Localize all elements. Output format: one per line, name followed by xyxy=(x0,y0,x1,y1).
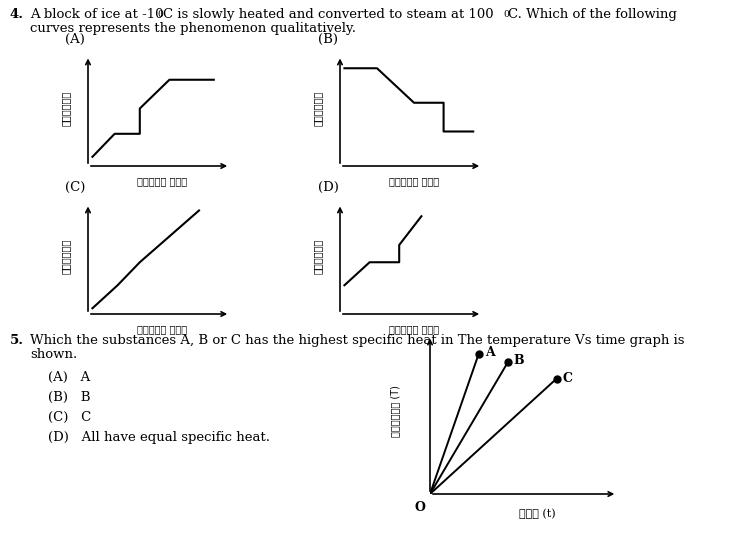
Text: તાપમાન: તાપમાન xyxy=(61,91,70,126)
Text: (D)   All have equal specific heat.: (D) All have equal specific heat. xyxy=(48,431,270,444)
Text: B: B xyxy=(514,354,525,367)
Text: C. Which of the following: C. Which of the following xyxy=(508,8,677,21)
Text: (D): (D) xyxy=(318,181,339,194)
Text: 4.: 4. xyxy=(10,8,24,21)
Text: (C)   C: (C) C xyxy=(48,411,91,424)
Text: (B): (B) xyxy=(318,33,338,46)
Text: તાપમાન (T): તાપમાન (T) xyxy=(390,385,400,438)
Text: O: O xyxy=(415,501,426,514)
Text: આપેલી ામા: આપેલી ામા xyxy=(137,324,187,334)
Text: curves represents the phenomenon qualitatively.: curves represents the phenomenon qualita… xyxy=(30,22,356,35)
Text: આપેલી ામા: આપેલી ામા xyxy=(137,176,187,186)
Text: (A)   A: (A) A xyxy=(48,371,91,384)
Text: C: C xyxy=(562,372,573,385)
Text: (A): (A) xyxy=(65,33,85,46)
Text: સમય (t): સમય (t) xyxy=(519,508,556,519)
Text: Which the substances A, B or C has the highest specific heat in The temperature : Which the substances A, B or C has the h… xyxy=(30,334,685,347)
Text: આપેલી ામા: આપેલી ામા xyxy=(389,176,439,186)
Text: (B)   B: (B) B xyxy=(48,391,91,404)
Text: C is slowly heated and converted to steam at 100: C is slowly heated and converted to stea… xyxy=(163,8,493,21)
Text: (C): (C) xyxy=(65,181,85,194)
Text: A: A xyxy=(485,346,494,358)
Text: 0: 0 xyxy=(503,10,509,19)
Text: તાપમાન: તાપમાન xyxy=(61,239,70,274)
Text: 5.: 5. xyxy=(10,334,24,347)
Text: A block of ice at -10: A block of ice at -10 xyxy=(30,8,163,21)
Text: shown.: shown. xyxy=(30,348,77,361)
Text: 0: 0 xyxy=(157,10,162,19)
Text: આપેલી ામા: આપેલી ામા xyxy=(389,324,439,334)
Text: તાપમાન: તાપમાન xyxy=(313,91,323,126)
Text: તાપમાન: તાપમાન xyxy=(313,239,323,274)
